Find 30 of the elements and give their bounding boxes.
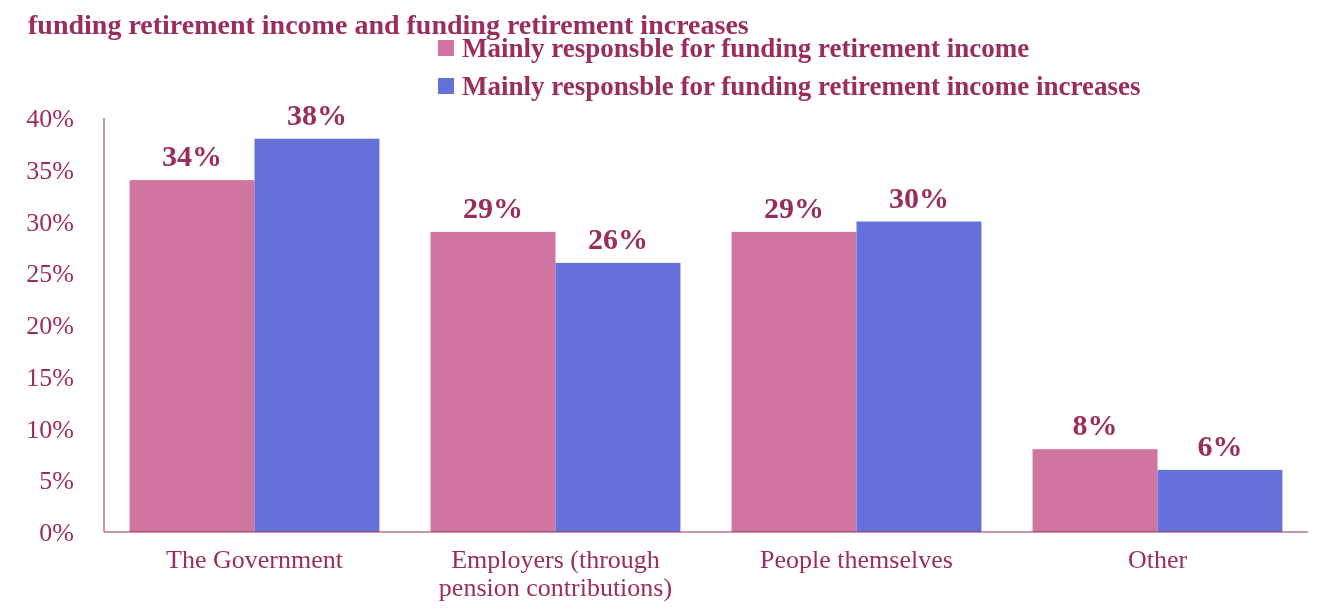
- y-tick-label: 15%: [26, 362, 74, 392]
- data-label: 34%: [162, 139, 223, 173]
- data-label: 29%: [463, 190, 524, 224]
- bar: [254, 138, 380, 532]
- y-tick-label: 0%: [39, 518, 74, 548]
- x-tick-label: The Government: [166, 545, 344, 574]
- data-label: 38%: [286, 97, 347, 131]
- bar: [555, 262, 681, 532]
- x-tick-label: Employers (through pension contributions): [438, 545, 673, 602]
- data-label: 6%: [1197, 428, 1243, 462]
- data-label: 26%: [587, 221, 648, 255]
- bar: [430, 231, 556, 532]
- data-label: 29%: [764, 190, 825, 224]
- y-tick-label: 35%: [26, 155, 74, 185]
- y-tick-label: 25%: [26, 259, 74, 289]
- data-label: 8%: [1072, 408, 1118, 442]
- bar: [129, 180, 255, 532]
- bar: [856, 221, 982, 532]
- x-tick-label: Other: [1127, 545, 1188, 574]
- y-tick-label: 40%: [26, 104, 74, 134]
- bar: [1032, 449, 1158, 532]
- data-label: 30%: [888, 180, 949, 214]
- x-tick-label: People themselves: [760, 545, 953, 574]
- y-tick-label: 10%: [26, 414, 74, 444]
- bar: [1157, 469, 1283, 532]
- y-tick-label: 5%: [39, 466, 74, 496]
- legend-label: Mainly responsble for funding retirement income increases: [462, 71, 1141, 102]
- y-tick-label: 30%: [26, 207, 74, 237]
- y-tick-label: 20%: [26, 311, 74, 341]
- bar: [731, 231, 857, 532]
